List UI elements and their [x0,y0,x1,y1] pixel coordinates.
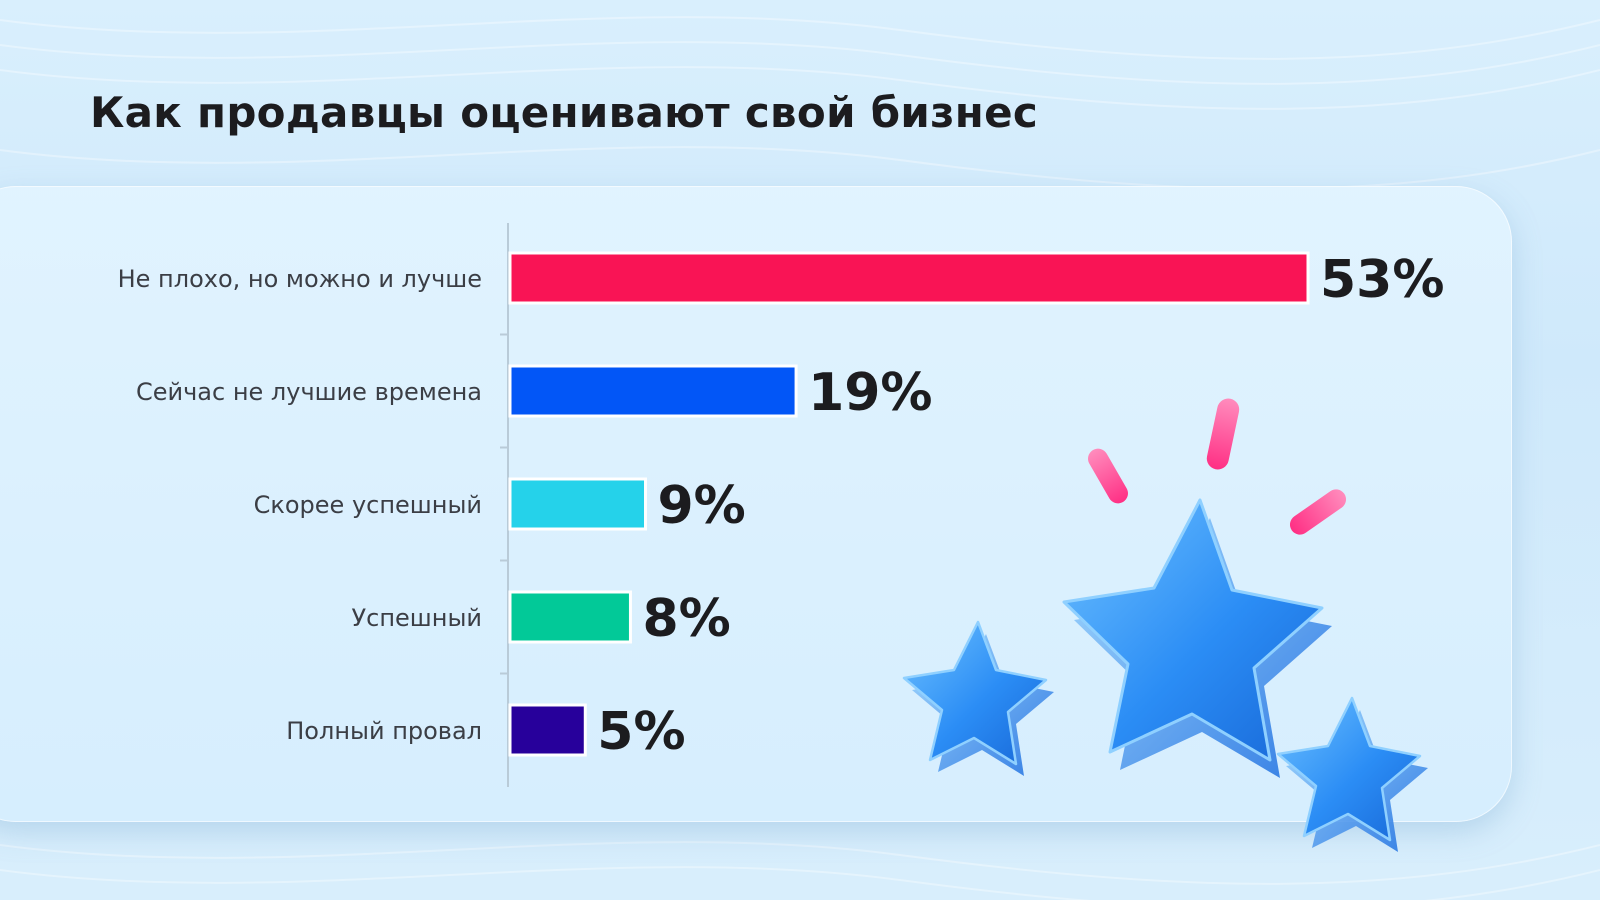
bar [508,703,587,757]
bar [508,251,1310,305]
category-label: Полный провал [286,717,482,745]
bar [508,364,798,418]
data-label: 5% [597,702,685,762]
bar [508,590,632,644]
category-label: Сейчас не лучшие времена [136,378,482,406]
category-label: Скорее успешный [254,491,482,519]
bar [508,477,648,531]
category-label: Успешный [352,604,482,632]
category-label: Не плохо, но можно и лучше [118,265,482,293]
data-label: 19% [808,363,932,423]
data-label: 53% [1320,250,1444,310]
page-title: Как продавцы оценивают свой бизнес [90,88,1039,137]
data-label: 8% [642,589,730,649]
data-label: 9% [658,476,746,536]
